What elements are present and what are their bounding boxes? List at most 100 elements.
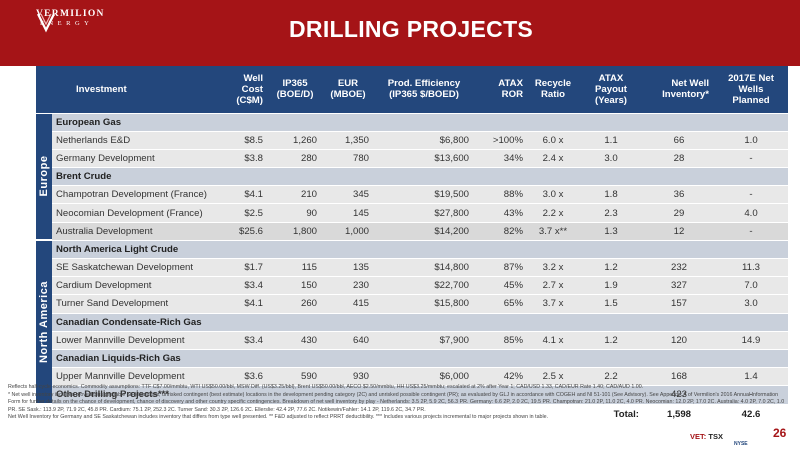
cell-recycle-ratio: 3.7 x** <box>528 222 578 241</box>
brand-subtitle: ENERGY <box>40 20 94 27</box>
cell-net-well-inventory: 12 <box>644 222 714 241</box>
header-well-cost: Well Cost (C$M) <box>226 66 268 114</box>
cell-ip365: 150 <box>268 276 322 296</box>
table-row: Lower Mannville Development $3.4 430 640… <box>36 331 788 350</box>
cell-prod-efficiency: $15,800 <box>374 294 474 314</box>
table-row: Upper Mannville Development $3.6 590 930… <box>36 367 788 387</box>
cell-atax-payout: 1.1 <box>578 131 644 150</box>
page-number: 26 <box>773 426 787 440</box>
cell-recycle-ratio: 2.5 x <box>528 367 578 387</box>
total-wells: 42.6 <box>714 404 788 425</box>
cell-atax-ror: >100% <box>474 131 528 150</box>
cell-atax-ror: 43% <box>474 203 528 223</box>
cell-wells-planned: 14.9 <box>714 331 788 350</box>
header-wells-planned: 2017E Net Wells Planned <box>714 66 788 114</box>
group-label: European Gas <box>52 113 788 132</box>
drilling-projects-table: Investment Well Cost (C$M) IP365 (BOE/D)… <box>36 66 788 425</box>
cell-prod-efficiency: $14,800 <box>374 258 474 278</box>
cell-prod-efficiency: $22,700 <box>374 276 474 296</box>
page-title: DRILLING PROJECTS <box>289 16 534 42</box>
table-row: Australia Development $25.6 1,800 1,000 … <box>36 222 788 241</box>
cell-wells-planned: 3.0 <box>714 294 788 314</box>
cell-investment: Australia Development <box>52 222 226 241</box>
ticker-label: VET: <box>690 432 707 441</box>
cell-net-well-inventory: 29 <box>644 203 714 223</box>
cell-net-well-inventory: 157 <box>644 294 714 314</box>
cell-atax-ror: 87% <box>474 258 528 278</box>
cell-atax-ror: 65% <box>474 294 528 314</box>
cell-prod-efficiency: $19,500 <box>374 185 474 205</box>
cell-atax-ror: 34% <box>474 149 528 169</box>
cell-net-well-inventory: 168 <box>644 367 714 387</box>
header-atax-payout: ATAX Payout (Years) <box>578 66 644 114</box>
cell-atax-payout: 1.8 <box>578 185 644 205</box>
cell-atax-payout <box>578 385 644 405</box>
cell-recycle-ratio: 2.2 x <box>528 203 578 223</box>
cell-eur: 345 <box>322 185 374 205</box>
cell-eur: 415 <box>322 294 374 314</box>
header-atax-ror: ATAX ROR <box>474 66 528 114</box>
cell-wells-planned: - <box>714 385 788 405</box>
cell-atax-ror: 88% <box>474 185 528 205</box>
cell-ip365: 260 <box>268 294 322 314</box>
footnote-notes: Net Well Inventory for Germany and SE Sa… <box>8 414 549 421</box>
cell-well-cost: $2.5 <box>226 203 268 223</box>
exchange-listing: VET: TSX NYSE <box>690 432 748 447</box>
cell-net-well-inventory: 28 <box>644 149 714 169</box>
cell-atax-ror: 82% <box>474 222 528 241</box>
header-prod-efficiency: Prod. Efficiency (IP365 $/BOED) <box>374 66 474 114</box>
cell-prod-efficiency: $13,600 <box>374 149 474 169</box>
cell-eur: 640 <box>322 331 374 350</box>
table-row: Turner Sand Development $4.1 260 415 $15… <box>36 294 788 314</box>
cell-net-well-inventory: 36 <box>644 185 714 205</box>
cell-atax-payout: 1.3 <box>578 222 644 241</box>
cell-wells-planned: 4.0 <box>714 203 788 223</box>
cell-wells-planned: 1.0 <box>714 131 788 150</box>
cell-ip365: 1,800 <box>268 222 322 241</box>
cell-prod-efficiency: $27,800 <box>374 203 474 223</box>
footnote-assumptions: Reflects half-cycle economics. Commodity… <box>8 384 644 390</box>
cell-wells-planned: 11.3 <box>714 258 788 278</box>
cell-investment: Germany Development <box>52 149 226 169</box>
cell-wells-planned: - <box>714 149 788 169</box>
region-label-north-america: North America <box>36 240 52 405</box>
cell-ip365 <box>268 385 322 405</box>
header-recycle-ratio: Recycle Ratio <box>528 66 578 114</box>
cell-eur <box>322 385 374 405</box>
header-eur: EUR (MBOE) <box>322 66 374 114</box>
cell-investment: Other Drilling Projects*** <box>52 385 226 405</box>
cell-investment: SE Saskatchewan Development <box>52 258 226 278</box>
header-ip365: IP365 (BOE/D) <box>268 66 322 114</box>
cell-atax-ror: 45% <box>474 276 528 296</box>
cell-atax-ror: 85% <box>474 331 528 350</box>
cell-recycle-ratio: 4.1 x <box>528 331 578 350</box>
cell-atax-ror <box>474 385 528 405</box>
cell-investment: Netherlands E&D <box>52 131 226 150</box>
cell-prod-efficiency: $14,200 <box>374 222 474 241</box>
cell-atax-payout: 3.0 <box>578 149 644 169</box>
cell-prod-efficiency: $6,800 <box>374 131 474 150</box>
cell-well-cost: $8.5 <box>226 131 268 150</box>
cell-prod-efficiency <box>374 385 474 405</box>
cell-recycle-ratio: 2.4 x <box>528 149 578 169</box>
footnote-inventory: * Net well inventory includes proved plu… <box>8 391 785 413</box>
cell-atax-payout: 1.5 <box>578 294 644 314</box>
cell-well-cost: $1.7 <box>226 258 268 278</box>
cell-well-cost: $25.6 <box>226 222 268 241</box>
header-region-spacer <box>36 66 52 114</box>
cell-recycle-ratio: 2.7 x <box>528 276 578 296</box>
cell-well-cost: $4.1 <box>226 294 268 314</box>
cell-ip365: 90 <box>268 203 322 223</box>
group-row: Canadian Condensate-Rich Gas <box>36 313 788 332</box>
table-row-other: Other Drilling Projects*** 423 - <box>36 385 788 405</box>
cell-net-well-inventory: 232 <box>644 258 714 278</box>
cell-investment: Lower Mannville Development <box>52 331 226 350</box>
cell-atax-payout: 1.2 <box>578 331 644 350</box>
cell-net-well-inventory: 66 <box>644 131 714 150</box>
cell-eur: 1,000 <box>322 222 374 241</box>
group-label: Canadian Condensate-Rich Gas <box>52 313 788 332</box>
cell-well-cost: $3.8 <box>226 149 268 169</box>
title-bar: VERMILION ENERGY DRILLING PROJECTS <box>0 0 800 66</box>
cell-net-well-inventory: 120 <box>644 331 714 350</box>
cell-ip365: 1,260 <box>268 131 322 150</box>
